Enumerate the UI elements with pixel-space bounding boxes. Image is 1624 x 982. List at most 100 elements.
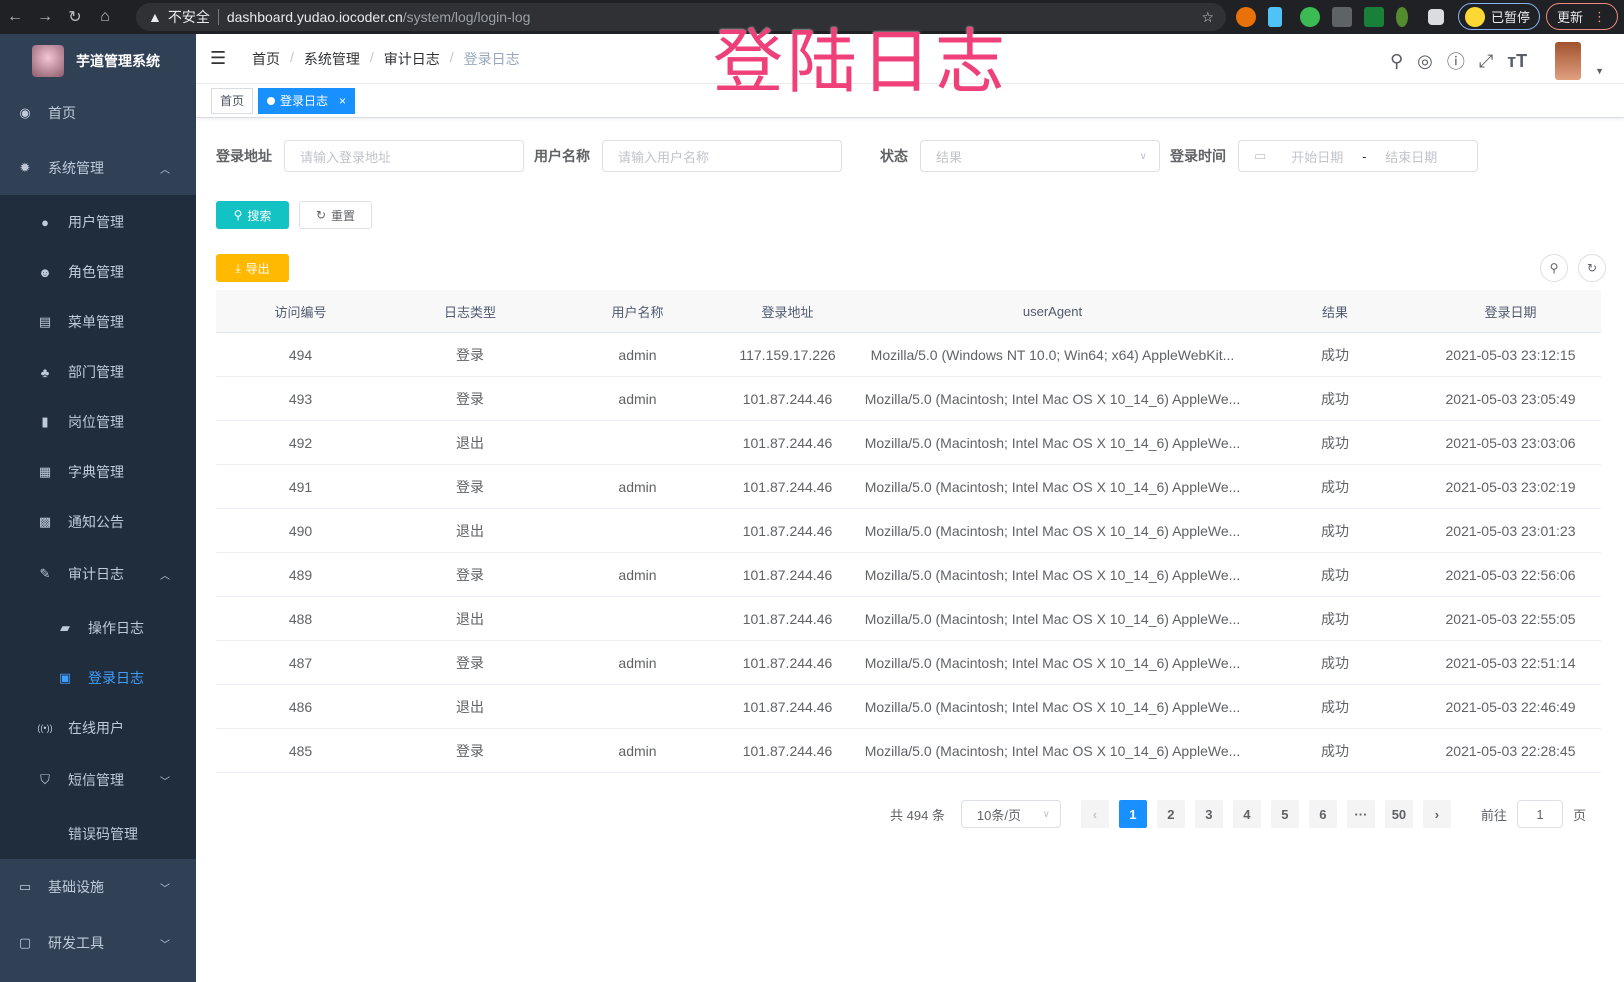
table-cell: admin: [618, 654, 657, 671]
table-header: 访问编号 日志类型 用户名称 登录地址 userAgent 结果 登录日期: [216, 290, 1601, 333]
sidebar-logo[interactable]: 芋道管理系统: [0, 34, 196, 88]
sidebar-item[interactable]: ▮ 岗位管理: [0, 397, 196, 447]
table-row[interactable]: 492 退出 101.87.244.46 Mozilla/5.0 (Macintosh…: [216, 421, 1601, 465]
page-button[interactable]: 50: [1384, 800, 1413, 828]
sidebar-item-label: 基础设施: [48, 879, 104, 895]
sidebar-item[interactable]: ◉ 首页: [0, 88, 196, 138]
extension-icon[interactable]: [1332, 7, 1352, 27]
sidebar-item[interactable]: ☻ 角色管理: [0, 247, 196, 297]
extension-icon[interactable]: [1300, 7, 1320, 27]
prev-page-button[interactable]: ‹: [1080, 800, 1109, 828]
sidebar-item[interactable]: ((•)) 在线用户: [0, 703, 196, 753]
home-icon[interactable]: ⌂: [100, 8, 110, 25]
font-size-icon[interactable]: ᴛT: [1507, 50, 1528, 71]
breadcrumb-item[interactable]: 审计日志: [383, 50, 440, 67]
extension-icon[interactable]: [1236, 7, 1256, 27]
tag-login-log[interactable]: 登录日志 ×: [258, 87, 356, 114]
sidebar-item[interactable]: ⛉ 短信管理 ﹀: [0, 755, 196, 805]
sidebar-item[interactable]: ▭ 基础设施 ﹀: [0, 862, 196, 912]
page-button[interactable]: 2: [1156, 800, 1185, 828]
page-size-select[interactable]: 10条/页 ∨: [960, 800, 1061, 828]
sidebar-item[interactable]: ▣ 登录日志: [0, 653, 196, 703]
search-icon[interactable]: ⚲: [1389, 50, 1404, 71]
puzzle-icon[interactable]: [1428, 9, 1444, 25]
table-cell: Mozilla/5.0 (Macintosh; Intel Mac OS X 1…: [864, 742, 1241, 759]
help-icon[interactable]: ⓘ: [1446, 52, 1465, 72]
page-button[interactable]: 5: [1270, 800, 1299, 828]
table-row[interactable]: 488 退出 101.87.244.46 Mozilla/5.0 (Macintosh…: [216, 597, 1601, 641]
shield-icon: ⛉: [40, 772, 50, 787]
table-cell: admin: [618, 742, 657, 759]
ip-input[interactable]: 请输入登录地址: [284, 140, 524, 172]
status-select[interactable]: 结果 ∨: [920, 140, 1160, 172]
sidebar-item[interactable]: ▦ 字典管理: [0, 447, 196, 497]
hamburger-icon[interactable]: ☰: [210, 48, 227, 68]
page-button[interactable]: 1: [1118, 800, 1147, 828]
goto-page-input[interactable]: 1: [1516, 800, 1563, 828]
back-icon[interactable]: ←: [7, 8, 23, 25]
extension-icon[interactable]: [1364, 7, 1384, 27]
github-icon[interactable]: ◎: [1417, 50, 1433, 71]
table-cell: 2021-05-03 22:46:49: [1445, 698, 1576, 715]
refresh-button[interactable]: ↻: [1578, 254, 1606, 282]
sidebar-item[interactable]: 错误码管理: [0, 809, 196, 859]
chevron-up-icon: ︿: [160, 570, 170, 582]
fullscreen-icon[interactable]: ⤢: [1478, 50, 1494, 71]
address-bar[interactable]: ▲ 不安全 dashboard.yudao.iocoder.cn/system/…: [136, 3, 1226, 31]
page-button[interactable]: 4: [1232, 800, 1261, 828]
table-row[interactable]: 494 登录 admin 117.159.17.226 Mozilla/5.0 (Win…: [216, 333, 1601, 377]
sidebar-item-label: 首页: [48, 105, 76, 121]
tags-view: 首页 登录日志 ×: [196, 84, 1624, 118]
username-input[interactable]: 请输入用户名称: [602, 140, 842, 172]
table-cell: 117.159.17.226: [739, 346, 836, 363]
next-page-button[interactable]: ›: [1422, 800, 1451, 828]
bookmark-star-icon[interactable]: ☆: [1201, 8, 1214, 25]
search-button[interactable]: ⚲ 搜索: [216, 201, 289, 229]
update-button[interactable]: 更新 ⋮: [1546, 3, 1618, 30]
table-row[interactable]: 490 退出 101.87.244.46 Mozilla/5.0 (Macintosh…: [216, 509, 1601, 553]
sidebar-item[interactable]: ▰ 操作日志: [0, 603, 196, 653]
close-icon[interactable]: ×: [339, 93, 347, 108]
table-cell: 2021-05-03 23:02:19: [1445, 478, 1576, 495]
sidebar-item[interactable]: ▢ 研发工具 ﹀: [0, 918, 196, 968]
start-date[interactable]: 开始日期: [1291, 149, 1344, 165]
sidebar-item[interactable]: ♣ 部门管理: [0, 347, 196, 397]
dashboard-icon: ◉: [19, 105, 31, 120]
placeholder: 结果: [936, 149, 963, 165]
breadcrumb-item[interactable]: 首页: [252, 50, 280, 67]
breadcrumb-item[interactable]: 系统管理: [303, 50, 360, 67]
table-row[interactable]: 487 登录 admin 101.87.244.46 Mozilla/5.0 (Maci…: [216, 641, 1601, 685]
page-button[interactable]: 6: [1308, 800, 1337, 828]
date-range-picker[interactable]: ▭ 开始日期 - 结束日期: [1238, 140, 1478, 172]
page-button[interactable]: 3: [1194, 800, 1223, 828]
table-row[interactable]: 491 登录 admin 101.87.244.46 Mozilla/5.0 (Maci…: [216, 465, 1601, 509]
profile-paused-button[interactable]: 已暂停: [1458, 3, 1540, 30]
extension-icon[interactable]: [1396, 7, 1408, 27]
url-host: dashboard.yudao.iocoder.cn: [226, 9, 403, 25]
table-row[interactable]: 486 退出 101.87.244.46 Mozilla/5.0 (Macintosh…: [216, 685, 1601, 729]
tag-label: 首页: [220, 94, 245, 108]
caret-down-icon[interactable]: ▼: [1595, 66, 1604, 76]
table-cell: 492: [288, 434, 313, 451]
table-row[interactable]: 493 登录 admin 101.87.244.46 Mozilla/5.0 (Maci…: [216, 377, 1601, 421]
reset-button[interactable]: ↻ 重置: [299, 201, 372, 229]
table-row[interactable]: 485 登录 admin 101.87.244.46 Mozilla/5.0 (Maci…: [216, 729, 1601, 773]
avatar[interactable]: [1555, 42, 1582, 80]
page-button[interactable]: ···: [1346, 800, 1375, 828]
export-button[interactable]: ⤓ 导出: [216, 254, 289, 282]
refresh-icon: ↻: [315, 208, 327, 222]
sidebar-item[interactable]: ✹ 系统管理 ︿: [0, 143, 196, 193]
sidebar-item[interactable]: ▩ 通知公告: [0, 497, 196, 547]
sidebar-item[interactable]: ▤ 菜单管理: [0, 297, 196, 347]
sidebar-item[interactable]: ✎ 审计日志 ︿: [0, 549, 196, 599]
table-row[interactable]: 489 登录 admin 101.87.244.46 Mozilla/5.0 (Maci…: [216, 553, 1601, 597]
sidebar-item[interactable]: ● 用户管理: [0, 197, 196, 247]
table-cell: 2021-05-03 23:01:23: [1445, 522, 1576, 539]
toggle-search-button[interactable]: ⚲: [1540, 254, 1568, 282]
forward-icon[interactable]: →: [37, 8, 53, 25]
more-icon: ⋮: [1593, 8, 1607, 24]
tag-home[interactable]: 首页: [211, 87, 254, 114]
extension-icon[interactable]: [1268, 7, 1282, 27]
reload-icon[interactable]: ↻: [68, 9, 82, 26]
end-date[interactable]: 结束日期: [1385, 149, 1438, 165]
